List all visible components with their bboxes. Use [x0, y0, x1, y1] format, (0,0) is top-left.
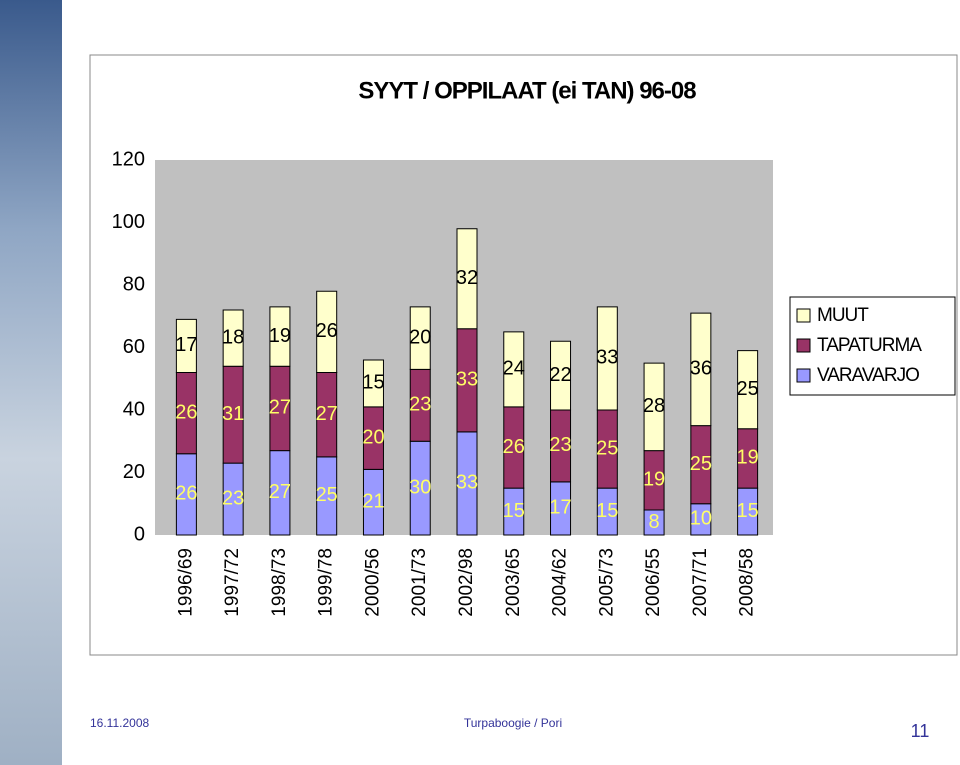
- data-label: 19: [643, 469, 665, 491]
- bar-segment: [269, 306, 291, 367]
- data-label: 20: [409, 326, 431, 348]
- data-label: 19: [269, 325, 291, 347]
- x-tick-label: 2005/73: [596, 548, 617, 617]
- bar-segment: [456, 228, 478, 330]
- x-tick-label: 2000/56: [362, 548, 383, 617]
- legend-box: [789, 296, 956, 396]
- data-label: 27: [269, 481, 291, 503]
- x-tick-label: 2004/62: [550, 548, 571, 617]
- x-tick-label: 2007/71: [690, 548, 711, 617]
- y-tick-label: 60: [123, 336, 145, 358]
- data-label: 25: [316, 484, 338, 506]
- data-label: 15: [503, 500, 525, 522]
- legend-label: VARAVARJO: [817, 365, 919, 386]
- x-tick-label: 2008/58: [737, 548, 758, 617]
- bar-segment: [222, 309, 244, 367]
- data-label: 8: [649, 511, 660, 533]
- x-tick-label: 2001/73: [409, 548, 430, 617]
- data-label: 26: [175, 401, 197, 423]
- x-tick-label: 2003/65: [503, 548, 524, 617]
- data-label: 25: [736, 378, 758, 400]
- side-image: [0, 0, 62, 765]
- data-label: 15: [736, 500, 758, 522]
- y-tick-label: 80: [123, 273, 145, 295]
- data-label: 26: [175, 483, 197, 505]
- y-tick-label: 40: [123, 398, 145, 420]
- x-tick-label: 1999/78: [316, 548, 337, 617]
- data-label: 23: [409, 394, 431, 416]
- page-number: 11: [911, 721, 930, 741]
- data-label: 19: [736, 447, 758, 469]
- data-label: 23: [222, 487, 244, 509]
- bar-segment: [690, 312, 712, 427]
- bar-segment: [503, 331, 525, 408]
- legend-label: MUUT: [817, 305, 869, 326]
- data-label: 31: [222, 403, 244, 425]
- data-label: 24: [503, 358, 525, 380]
- x-tick-label: 1996/69: [175, 548, 196, 617]
- legend-swatch: [796, 308, 811, 323]
- data-label: 33: [596, 347, 618, 369]
- chart-title: SYYT / OPPILAAT (ei TAN) 96-08: [358, 77, 696, 104]
- data-label: 21: [362, 490, 384, 512]
- x-tick-label: 1998/73: [269, 548, 290, 617]
- data-label: 27: [316, 403, 338, 425]
- footer-text: Turpaboogie / Pori: [464, 716, 562, 730]
- data-label: 32: [456, 267, 478, 289]
- data-label: 28: [643, 395, 665, 417]
- legend-label: TAPATURMA: [817, 335, 922, 356]
- data-label: 30: [409, 476, 431, 498]
- data-label: 17: [549, 497, 571, 519]
- legend-swatch: [796, 368, 811, 383]
- data-label: 17: [175, 334, 197, 356]
- data-label: 33: [456, 369, 478, 391]
- data-label: 23: [549, 434, 571, 456]
- bar-segment: [409, 306, 431, 370]
- data-label: 18: [222, 326, 244, 348]
- data-label: 15: [362, 372, 384, 394]
- data-label: 22: [549, 364, 571, 386]
- data-label: 33: [456, 472, 478, 494]
- x-tick-label: 1997/72: [222, 548, 243, 617]
- data-label: 25: [690, 453, 712, 475]
- footer-date: 16.11.2008: [90, 716, 149, 730]
- x-tick-label: 2002/98: [456, 548, 477, 617]
- x-tick-label: 2006/55: [643, 548, 664, 617]
- data-label: 27: [269, 397, 291, 419]
- bar-segment: [737, 350, 759, 430]
- data-label: 10: [690, 508, 712, 530]
- data-label: 25: [596, 437, 618, 459]
- data-label: 26: [503, 436, 525, 458]
- bar-segment: [175, 318, 197, 373]
- data-label: 36: [690, 358, 712, 380]
- data-label: 20: [362, 426, 384, 448]
- y-tick-label: 0: [134, 523, 145, 545]
- bar-segment: [643, 362, 665, 452]
- y-tick-label: 20: [123, 461, 145, 483]
- y-tick-label: 120: [112, 148, 145, 170]
- bar-segment: [550, 340, 572, 411]
- data-label: 26: [316, 320, 338, 342]
- data-label: 15: [596, 500, 618, 522]
- bar-segment: [316, 290, 338, 373]
- bar-segment: [596, 306, 618, 411]
- bar-segment: [362, 359, 384, 408]
- y-tick-label: 100: [112, 211, 145, 233]
- legend-swatch: [796, 338, 811, 353]
